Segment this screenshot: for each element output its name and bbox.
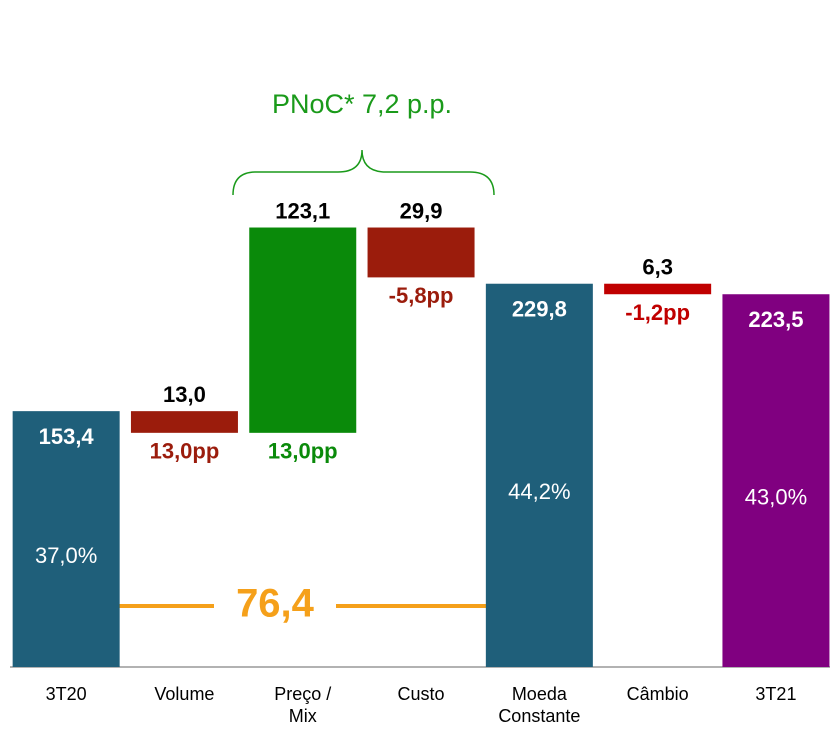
margin-label: -1,2pp	[625, 300, 690, 325]
margin-label: 44,2%	[508, 479, 570, 504]
margin-label: -5,8pp	[389, 283, 454, 308]
bar	[249, 227, 357, 433]
x-tick-label: Moeda Constante	[498, 684, 581, 726]
bar	[12, 411, 120, 667]
margin-label: 13,0pp	[268, 439, 338, 464]
value-label: 223,5	[748, 307, 803, 332]
arrow-label: 76,4	[236, 582, 315, 626]
x-tick-label: 3T20	[45, 684, 87, 704]
bar	[722, 294, 830, 667]
margin-label: 43,0%	[745, 484, 807, 509]
value-label: 229,8	[512, 297, 567, 322]
value-label: 13,0	[163, 382, 206, 407]
bracket-label: PNoC* 7,2 p.p.	[272, 89, 452, 119]
bar	[367, 227, 475, 278]
x-tick-label: 3T21	[755, 684, 797, 704]
x-tick-label: Preço / Mix	[274, 684, 332, 726]
margin-label: 37,0%	[35, 543, 97, 568]
value-label: 153,4	[39, 424, 95, 449]
bar	[130, 411, 238, 433]
bar	[485, 283, 593, 667]
x-tick-label: Volume	[154, 684, 215, 704]
margin-label: 13,0pp	[150, 439, 220, 464]
value-label: 29,9	[400, 198, 443, 223]
value-label: 123,1	[275, 198, 330, 223]
value-label: 6,3	[642, 255, 673, 280]
x-tick-label: Custo	[397, 684, 445, 704]
x-tick-label: Câmbio	[626, 684, 689, 704]
bar	[604, 283, 712, 295]
bracket	[232, 149, 495, 196]
